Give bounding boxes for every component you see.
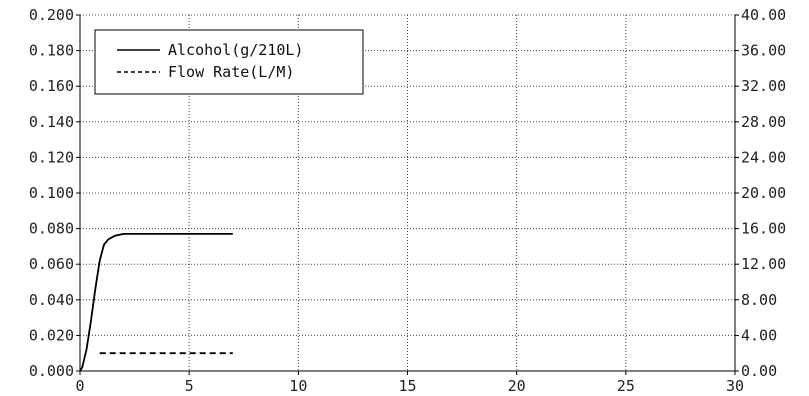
grid — [80, 14, 735, 371]
y2-tick-label: 36.00 — [741, 42, 786, 60]
y-tick-label: 0.020 — [29, 326, 74, 344]
legend: Alcohol(g/210L) Flow Rate(L/M) — [94, 29, 364, 95]
y2-tick-label: 8.00 — [741, 291, 777, 309]
x-tick-label: 10 — [289, 377, 307, 395]
y2-tick-label: 32.00 — [741, 77, 786, 95]
y2-tick-label: 0.00 — [741, 362, 777, 380]
legend-label: Flow Rate(L/M) — [168, 63, 294, 81]
series-lines — [79, 232, 233, 372]
y2-tick-label: 20.00 — [741, 184, 786, 202]
legend-box — [94, 29, 364, 95]
axes — [76, 14, 739, 375]
x-tick-label: 0 — [75, 377, 84, 395]
x-tick-label: 25 — [617, 377, 635, 395]
x-tick-label: 5 — [185, 377, 194, 395]
y-tick-label: 0.180 — [29, 42, 74, 60]
y-tick-label: 0.080 — [29, 220, 74, 238]
legend-label: Alcohol(g/210L) — [168, 41, 303, 59]
x-tick-label: 15 — [398, 377, 416, 395]
y2-tick-label: 16.00 — [741, 220, 786, 238]
y-tick-label: 0.040 — [29, 291, 74, 309]
series-line-alcohol-g-210l — [79, 232, 233, 372]
y-tick-label: 0.120 — [29, 148, 74, 166]
y2-tick-label: 28.00 — [741, 113, 786, 131]
y2-tick-label: 4.00 — [741, 326, 777, 344]
y-tick-label: 0.060 — [29, 255, 74, 273]
y-tick-label: 0.200 — [29, 6, 74, 24]
x-tick-labels: 0 5 10 15 20 25 30 — [75, 377, 744, 395]
y-tick-label: 0.140 — [29, 113, 74, 131]
y2-tick-label: 24.00 — [741, 148, 786, 166]
y-tick-label: 0.100 — [29, 184, 74, 202]
right-tick-labels: 0.00 4.00 8.00 12.00 16.00 20.00 24.00 28.00 32.… — [741, 6, 786, 380]
left-tick-labels: 0.000 0.020 0.040 0.060 0.080 0.100 0.120 0.140… — [29, 6, 74, 380]
y-tick-label: 0.160 — [29, 77, 74, 95]
x-tick-label: 30 — [726, 377, 744, 395]
y2-tick-label: 40.00 — [741, 6, 786, 24]
y-tick-label: 0.000 — [29, 362, 74, 380]
x-tick-label: 20 — [508, 377, 526, 395]
y2-tick-label: 12.00 — [741, 255, 786, 273]
